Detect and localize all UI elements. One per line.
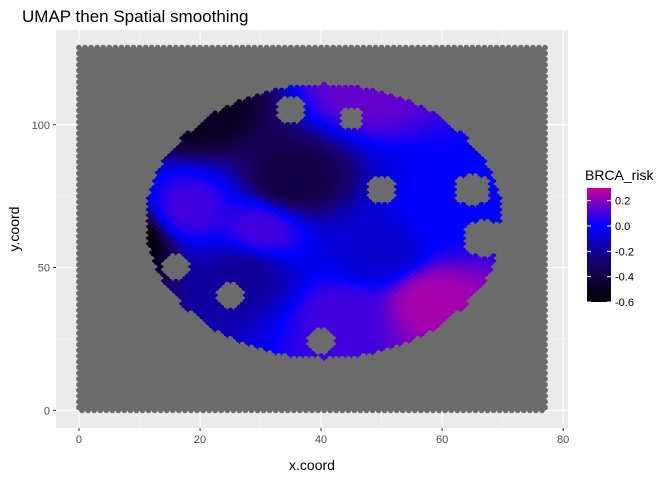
data-points bbox=[76, 44, 548, 414]
chart-title: UMAP then Spatial smoothing bbox=[22, 7, 248, 26]
plot-panel bbox=[56, 30, 568, 428]
